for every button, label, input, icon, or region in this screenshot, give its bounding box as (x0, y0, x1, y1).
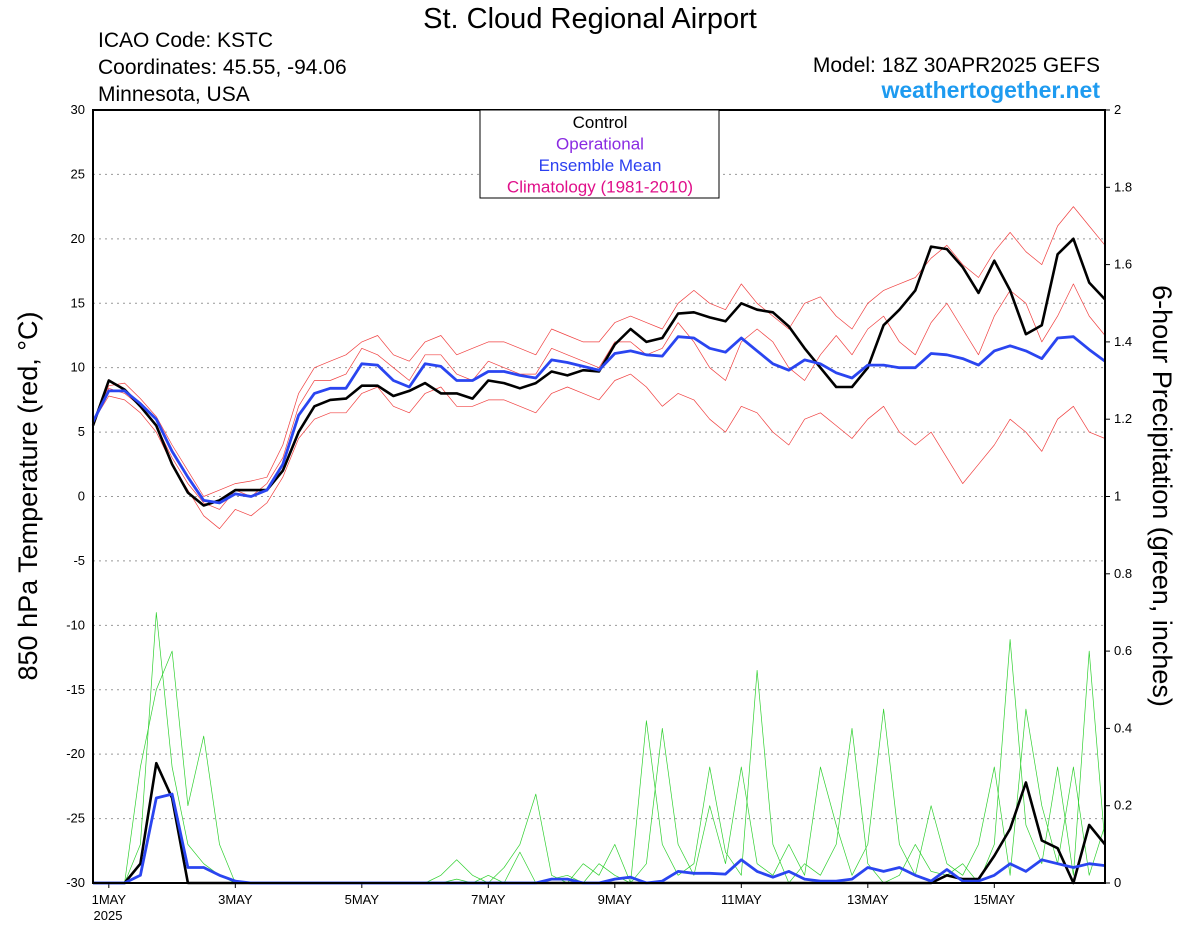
x-tick-label: 11MAY (721, 892, 762, 907)
station-info: ICAO Code: KSTC (98, 29, 273, 52)
y2-tick-label: 1.8 (1114, 179, 1132, 194)
y-tick-label: 25 (71, 166, 85, 181)
x-tick-label: 3MAY (218, 892, 253, 907)
x-tick-label: 7MAY (471, 892, 506, 907)
temperature-line (92, 283, 1106, 510)
station-info: Coordinates: 45.55, -94.06 (98, 56, 347, 79)
model-info: Model: 18Z 30APR2025 GEFS (813, 54, 1100, 77)
y2-tick-label: 0.6 (1114, 643, 1132, 658)
y-tick-label: 20 (71, 231, 85, 246)
source-link: weathertogether.net (880, 77, 1100, 103)
year-label: 2025 (94, 908, 123, 923)
y2-tick-label: 0 (1114, 875, 1121, 890)
y2-tick-label: 1.2 (1114, 411, 1132, 426)
y-tick-label: 10 (71, 360, 85, 375)
y-tick-label: -5 (73, 553, 85, 568)
temperature-line (92, 206, 1106, 497)
y2-tick-label: 0.4 (1114, 720, 1132, 735)
temperature-line (92, 373, 1106, 530)
y-tick-label: -30 (66, 875, 85, 890)
y-tick-label: -10 (66, 617, 85, 632)
chart-title: St. Cloud Regional Airport (423, 3, 757, 35)
legend-entry: Operational (556, 135, 644, 154)
station-info: Minnesota, USA (98, 83, 250, 106)
legend-entry: Climatology (1981-2010) (507, 178, 693, 197)
y-tick-label: -20 (66, 746, 85, 761)
legend-entry: Control (573, 113, 628, 132)
legend: Control Operational Ensemble Mean Climatolo… (479, 109, 720, 199)
y-tick-label: 30 (71, 102, 85, 117)
y-axis-label: 850 hPa Temperature (red, °C) (13, 312, 43, 681)
y2-tick-label: 0.8 (1114, 566, 1132, 581)
y2-axis-label: 6-hour Precipitation (green, inches) (1147, 285, 1177, 707)
x-tick-label: 13MAY (847, 892, 889, 907)
temperature-line (91, 335, 1106, 505)
y2-tick-label: 1.6 (1114, 257, 1132, 272)
x-tick-label: 9MAY (598, 892, 633, 907)
legend-box (479, 109, 720, 199)
y-tick-label: -15 (66, 682, 85, 697)
x-tick-label: 15MAY (973, 892, 1015, 907)
y-tick-label: 0 (78, 489, 85, 504)
y-tick-label: 5 (78, 424, 85, 439)
y2-tick-label: 1.4 (1114, 334, 1132, 349)
legend-entry: Ensemble Mean (539, 156, 662, 175)
y-tick-label: 15 (71, 295, 85, 310)
x-tick-label: 1MAY (92, 892, 127, 907)
y2-tick-label: 0.2 (1114, 798, 1132, 813)
x-tick-label: 5MAY (345, 892, 380, 907)
y2-tick-label: 1 (1114, 489, 1121, 504)
y-tick-label: -25 (66, 811, 85, 826)
y2-tick-label: 2 (1114, 102, 1121, 117)
